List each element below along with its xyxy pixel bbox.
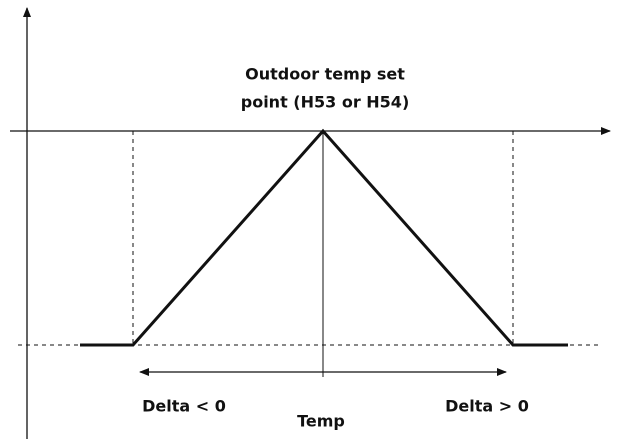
setpoint-label: Outdoor temp set [245,65,405,84]
setpoint-label: point (H53 or H54) [241,93,410,112]
axis-label: Temp [297,412,345,431]
left-label: Delta < 0 [142,397,226,416]
right-label: Delta > 0 [445,397,529,416]
profile-line [80,128,568,347]
